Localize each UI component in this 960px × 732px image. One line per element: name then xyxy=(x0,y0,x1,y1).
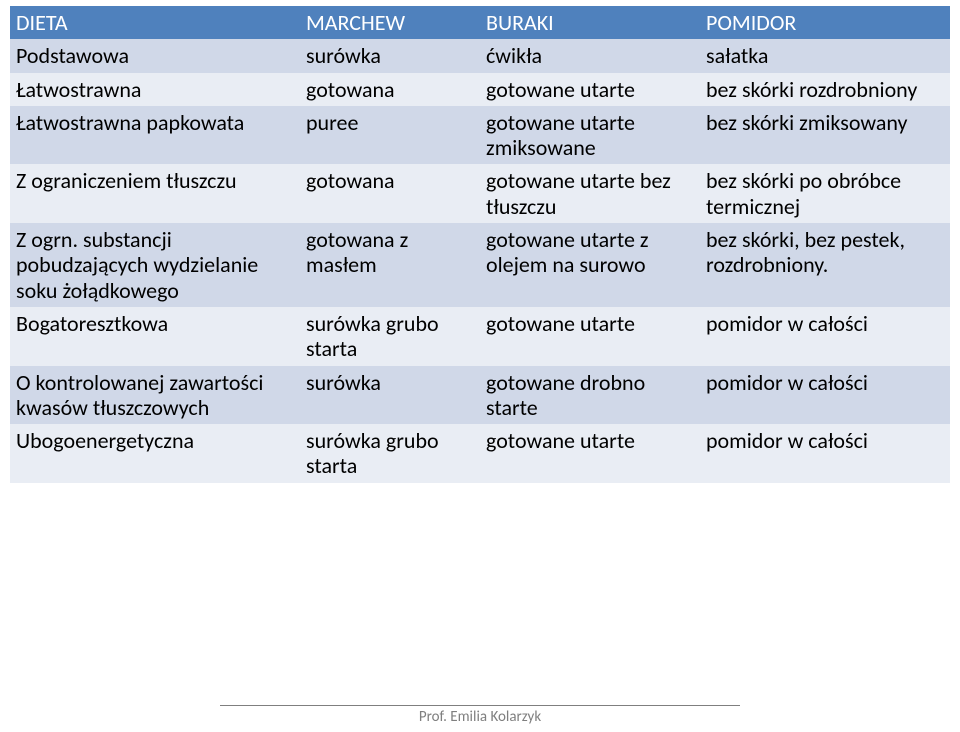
cell: ćwikła xyxy=(480,39,700,72)
cell: Ubogoenergetyczna xyxy=(10,424,300,483)
footer-author: Prof. Emilia Kolarzyk xyxy=(419,708,541,726)
col-header-dieta: DIETA xyxy=(10,6,300,39)
cell: gotowane drobno starte xyxy=(480,366,700,425)
cell: bez skórki po obróbce termicznej xyxy=(700,164,950,223)
cell: Bogatoresztkowa xyxy=(10,307,300,366)
footer-divider xyxy=(220,705,740,706)
cell: gotowane utarte z olejem na surowo xyxy=(480,223,700,307)
cell: gotowane utarte xyxy=(480,424,700,483)
cell: surówka grubo starta xyxy=(300,424,480,483)
cell: surówka xyxy=(300,366,480,425)
table-row: Bogatoresztkowa surówka grubo starta got… xyxy=(10,307,950,366)
cell: puree xyxy=(300,106,480,165)
cell: gotowana xyxy=(300,164,480,223)
diet-table: DIETA MARCHEW BURAKI POMIDOR Podstawowa … xyxy=(10,6,950,483)
cell: pomidor w całości xyxy=(700,307,950,366)
cell: gotowane utarte xyxy=(480,307,700,366)
table-header-row: DIETA MARCHEW BURAKI POMIDOR xyxy=(10,6,950,39)
table-row: Z ograniczeniem tłuszczu gotowana gotowa… xyxy=(10,164,950,223)
table-row: Ubogoenergetyczna surówka grubo starta g… xyxy=(10,424,950,483)
cell: Łatwostrawna xyxy=(10,73,300,106)
footer: Prof. Emilia Kolarzyk xyxy=(0,705,960,726)
table-row: O kontrolowanej zawartości kwasów tłuszc… xyxy=(10,366,950,425)
cell: bez skórki rozdrobniony xyxy=(700,73,950,106)
cell: pomidor w całości xyxy=(700,424,950,483)
cell: surówka xyxy=(300,39,480,72)
cell: gotowana z masłem xyxy=(300,223,480,307)
cell: Z ogrn. substancji pobudzających wydziel… xyxy=(10,223,300,307)
cell: surówka grubo starta xyxy=(300,307,480,366)
cell: Podstawowa xyxy=(10,39,300,72)
col-header-marchew: MARCHEW xyxy=(300,6,480,39)
cell: pomidor w całości xyxy=(700,366,950,425)
cell: bez skórki zmiksowany xyxy=(700,106,950,165)
cell: bez skórki, bez pestek, rozdrobniony. xyxy=(700,223,950,307)
table-row: Z ogrn. substancji pobudzających wydziel… xyxy=(10,223,950,307)
cell: Łatwostrawna papkowata xyxy=(10,106,300,165)
cell: gotowane utarte zmiksowane xyxy=(480,106,700,165)
table-row: Podstawowa surówka ćwikła sałatka xyxy=(10,39,950,72)
cell: Z ograniczeniem tłuszczu xyxy=(10,164,300,223)
table-row: Łatwostrawna gotowana gotowane utarte be… xyxy=(10,73,950,106)
col-header-buraki: BURAKI xyxy=(480,6,700,39)
cell: gotowana xyxy=(300,73,480,106)
col-header-pomidor: POMIDOR xyxy=(700,6,950,39)
cell: gotowane utarte xyxy=(480,73,700,106)
cell: O kontrolowanej zawartości kwasów tłuszc… xyxy=(10,366,300,425)
cell: sałatka xyxy=(700,39,950,72)
cell: gotowane utarte bez tłuszczu xyxy=(480,164,700,223)
table-row: Łatwostrawna papkowata puree gotowane ut… xyxy=(10,106,950,165)
